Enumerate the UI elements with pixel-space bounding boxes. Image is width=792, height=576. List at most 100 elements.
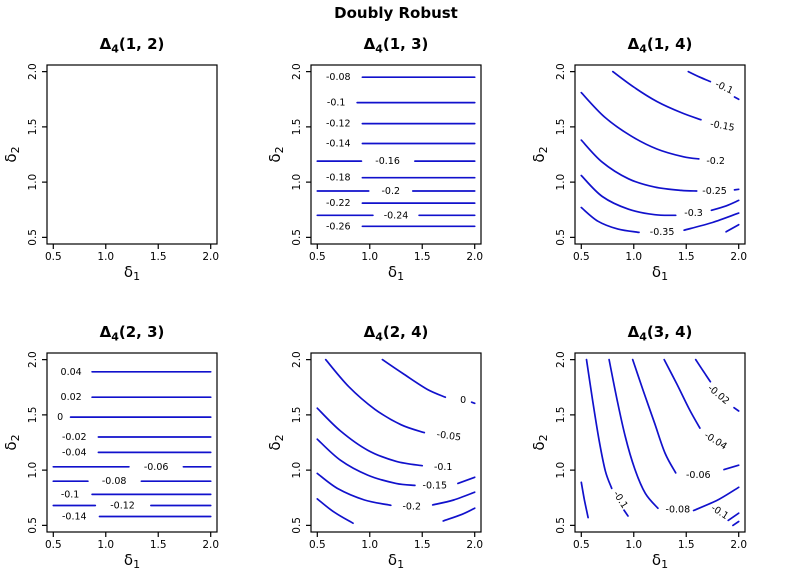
contour-line--0.1 bbox=[727, 512, 740, 522]
contour-panel-δ4-34: 0.5 0.5 1.0 1.0 1.5 1.5 2.0 2.0 δ1 δ2 Δ4(3, 4) -0.0… bbox=[530, 323, 747, 571]
x-tick-label: 1.5 bbox=[678, 539, 695, 551]
y-tick-label: 2.0 bbox=[27, 63, 39, 80]
x-tick-label: 0.5 bbox=[45, 539, 62, 551]
y-tick-label: 1.5 bbox=[291, 407, 303, 424]
contour-label: -0.15 bbox=[423, 481, 448, 492]
x-tick-label: 1.0 bbox=[625, 251, 642, 263]
contour-line--0.1 bbox=[687, 70, 712, 83]
contour-line--0.02 bbox=[694, 358, 712, 383]
y-tick-label: 2.0 bbox=[27, 351, 39, 368]
contour-label: -0.1 bbox=[713, 79, 734, 97]
panel-title: Δ4(3, 4) bbox=[628, 323, 693, 344]
contour-line--0.1 bbox=[732, 520, 740, 527]
contour-label: -0.06 bbox=[686, 470, 711, 481]
contour-line--0.1 bbox=[733, 96, 740, 101]
x-tick-label: 2.0 bbox=[730, 539, 747, 551]
x-tick-label: 1.5 bbox=[150, 539, 167, 551]
x-tick-label: 1.0 bbox=[361, 251, 378, 263]
contour-panel-δ4-23: 0.5 0.5 1.0 1.0 1.5 1.5 2.0 2.0 δ1 δ2 Δ4(2, 3) 0.04… bbox=[2, 323, 219, 571]
y-axis-label: δ2 bbox=[2, 146, 22, 162]
y-axis-label: δ2 bbox=[530, 146, 550, 162]
contour-line--0.1 bbox=[585, 358, 613, 490]
y-tick-label: 0.5 bbox=[555, 229, 567, 246]
contour-line--0.06 bbox=[631, 358, 677, 474]
contour-label: -0.08 bbox=[326, 72, 351, 83]
contour-label: -0.22 bbox=[326, 198, 351, 209]
y-axis-label: δ2 bbox=[530, 434, 550, 450]
contour-label: 0.04 bbox=[61, 367, 82, 378]
y-tick-label: 1.5 bbox=[555, 407, 567, 424]
contour-line--0.15 bbox=[457, 476, 476, 485]
x-tick-label: 2.0 bbox=[466, 539, 483, 551]
contour-label: 0.02 bbox=[61, 392, 82, 403]
y-tick-label: 2.0 bbox=[291, 351, 303, 368]
y-tick-label: 1.0 bbox=[27, 462, 39, 479]
x-axis-label: δ1 bbox=[652, 551, 668, 571]
x-tick-label: 1.0 bbox=[97, 251, 114, 263]
x-tick-label: 1.5 bbox=[678, 251, 695, 263]
contour-label: -0.04 bbox=[702, 430, 729, 452]
contour-label: -0.2 bbox=[706, 156, 725, 167]
contour-label: -0.15 bbox=[709, 119, 735, 134]
x-tick-label: 1.5 bbox=[414, 251, 431, 263]
contour-label: -0.1 bbox=[327, 98, 346, 109]
y-tick-label: 1.0 bbox=[291, 174, 303, 191]
contour-label: -0.2 bbox=[381, 186, 400, 197]
contour-line-0 bbox=[470, 401, 476, 405]
x-tick-label: 1.0 bbox=[625, 539, 642, 551]
x-tick-label: 1.0 bbox=[97, 539, 114, 551]
y-tick-label: 1.0 bbox=[291, 462, 303, 479]
panel-title: Δ4(1, 4) bbox=[628, 35, 693, 56]
y-tick-label: 1.5 bbox=[555, 119, 567, 136]
contour-label: -0.12 bbox=[326, 119, 351, 130]
y-axis-label: δ2 bbox=[2, 434, 22, 450]
contour-label: -0.1 bbox=[61, 489, 80, 500]
plot-box bbox=[46, 64, 218, 245]
contour-label: -0.1 bbox=[611, 489, 630, 511]
contour-line--0.35 bbox=[683, 212, 740, 232]
contour-label: -0.14 bbox=[62, 512, 87, 523]
contour-line--0.15 bbox=[611, 70, 702, 121]
y-tick-label: 0.5 bbox=[291, 229, 303, 246]
contour-label: -0.08 bbox=[102, 476, 127, 487]
x-tick-label: 2.0 bbox=[466, 251, 483, 263]
contour-label: -0.14 bbox=[326, 138, 351, 149]
panel-title: Δ4(1, 2) bbox=[100, 35, 165, 56]
panel-title: Δ4(2, 4) bbox=[364, 323, 429, 344]
contour-line--0.08 bbox=[692, 486, 740, 512]
contour-panel-δ4-14: 0.5 0.5 1.0 1.0 1.5 1.5 2.0 2.0 δ1 δ2 Δ4(1, 4) -0.1… bbox=[530, 35, 747, 283]
y-tick-label: 2.0 bbox=[291, 63, 303, 80]
y-tick-label: 1.0 bbox=[555, 174, 567, 191]
contour-line--0.05 bbox=[324, 358, 426, 434]
contour-line--0.15 bbox=[316, 438, 416, 487]
plot-box bbox=[46, 352, 218, 533]
contour-line--0.2 bbox=[580, 91, 700, 160]
contour-panel-δ4-24: 0.5 0.5 1.0 1.0 1.5 1.5 2.0 2.0 δ1 δ2 Δ4(2, 4) 0 -0.… bbox=[266, 323, 483, 571]
contour-line--0.35 bbox=[580, 206, 640, 234]
y-tick-label: 1.5 bbox=[27, 407, 39, 424]
contour-label: -0.25 bbox=[702, 186, 727, 197]
contour-line--0.2 bbox=[431, 491, 476, 506]
x-axis-label: δ1 bbox=[388, 551, 404, 571]
contour-line-0 bbox=[381, 358, 447, 399]
y-tick-label: 0.5 bbox=[27, 229, 39, 246]
contour-line--0.08 bbox=[608, 358, 659, 510]
contour-line--0.1 bbox=[622, 509, 629, 517]
x-tick-label: 2.0 bbox=[202, 539, 219, 551]
contour-label: -0.35 bbox=[650, 227, 675, 238]
contour-label: -0.3 bbox=[684, 208, 703, 219]
contour-label: -0.16 bbox=[375, 156, 400, 167]
contour-label: -0.02 bbox=[62, 432, 87, 443]
contour-line--0.3 bbox=[710, 199, 740, 212]
contour-line--0.3 bbox=[580, 174, 677, 217]
contour-label: 0 bbox=[57, 412, 63, 423]
contour-label: -0.04 bbox=[62, 447, 87, 458]
contour-line--0.25 bbox=[580, 139, 698, 192]
x-axis-label: δ1 bbox=[388, 263, 404, 283]
contour-label: -0.18 bbox=[326, 173, 351, 184]
y-tick-label: 2.0 bbox=[555, 351, 567, 368]
contour-line--0.1 bbox=[316, 407, 424, 467]
contour-label: -0.05 bbox=[436, 429, 462, 443]
x-tick-label: 2.0 bbox=[730, 251, 747, 263]
